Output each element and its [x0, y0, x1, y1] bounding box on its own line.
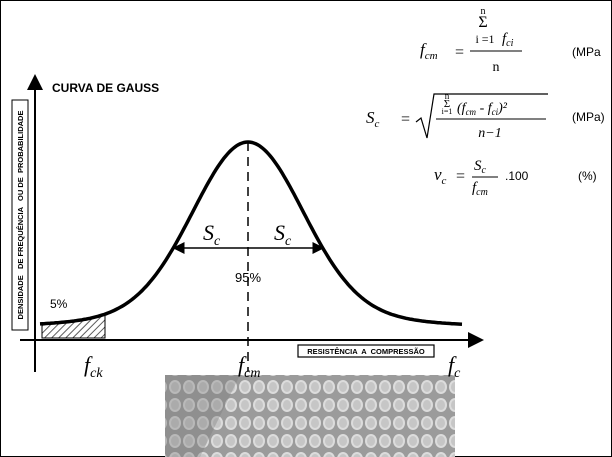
sub: c [442, 175, 447, 187]
sub: c [375, 118, 380, 130]
photo [165, 375, 455, 457]
unit: (%) [578, 169, 597, 183]
unit: (MPa [572, 45, 601, 59]
y-axis-label: DENSIDADE DE FREQUÊNCIA OU DE PROBABILID… [16, 111, 25, 320]
percent-5: 5% [50, 297, 68, 311]
denominator: n−1 [478, 126, 501, 141]
denominator: n [493, 60, 500, 75]
page: {"title": "CURVA DE GAUSS", "axes": {"y_… [0, 0, 612, 457]
x-axis-label: RESISTÊNCIA A COMPRESSÃO [307, 347, 425, 356]
sym: S [274, 220, 285, 245]
sub: cm [466, 107, 477, 117]
eq: = [455, 44, 464, 61]
sum-sign: Σ [478, 14, 487, 31]
term: (fcm - fci)² [457, 101, 508, 117]
part: )² [497, 101, 508, 116]
sub: cm [425, 50, 438, 62]
eq: = [401, 111, 410, 128]
sub: cm [476, 187, 488, 198]
sum-bottom: i=1 [442, 107, 453, 116]
sub: c [482, 165, 487, 176]
sub: c [285, 234, 292, 249]
sub: cm [244, 366, 260, 381]
sub: ck [90, 366, 103, 381]
sub: c [454, 366, 461, 381]
diagram: CURVA DE GAUSS DENSIDADE DE FREQUÊNCIA O… [0, 0, 612, 457]
sum-bottom: i =1 [475, 32, 494, 46]
eq: = [456, 168, 465, 185]
factor: .100 [505, 169, 529, 183]
sym: S [203, 220, 214, 245]
percent-95: 95% [235, 270, 261, 285]
sub: c [214, 234, 221, 249]
title: CURVA DE GAUSS [52, 81, 159, 95]
sub: ci [506, 38, 513, 49]
unit: (MPa) [572, 110, 605, 124]
